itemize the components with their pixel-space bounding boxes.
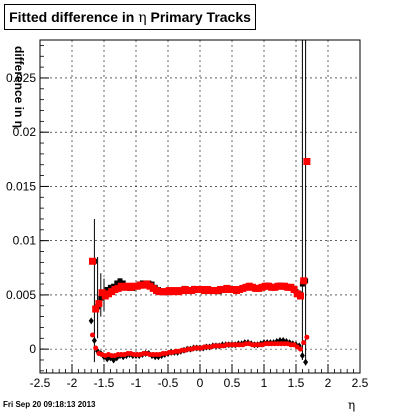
data-point-s0 [98, 295, 104, 301]
x-tick-label: -2.5 [30, 376, 51, 390]
y-tick-label: 0.015 [6, 179, 36, 193]
data-point-s1 [290, 285, 298, 293]
x-tick-label: 0 [197, 376, 204, 390]
data-point-s3 [301, 340, 307, 346]
x-tick-label: 1 [261, 376, 268, 390]
x-tick-label: 2.5 [352, 376, 369, 390]
x-tick-label: 1.5 [288, 376, 305, 390]
chart-title-box: Fitted difference in η Primary Tracks [4, 4, 256, 30]
data-point-s0 [104, 286, 110, 292]
y-tick-label: 0.02 [13, 125, 37, 139]
x-tick-label: -2 [67, 376, 78, 390]
x-tick-label: 0.5 [224, 376, 241, 390]
x-tick-label: -1 [131, 376, 142, 390]
data-point-s1 [303, 157, 311, 165]
y-tick-label: 0.025 [6, 71, 36, 85]
y-axis-label: difference in η [12, 46, 26, 128]
data-point-s2 [88, 317, 94, 325]
data-point-s1 [92, 305, 100, 313]
x-tick-label: -1.5 [94, 376, 115, 390]
data-point-s3 [93, 345, 99, 351]
data-point-s0 [114, 280, 120, 286]
data-point-s3 [304, 334, 310, 340]
data-point-s0 [117, 278, 123, 284]
y-tick-label: 0 [29, 342, 36, 356]
chart-title-symbol: η [138, 9, 147, 26]
data-point-s1 [300, 277, 308, 285]
grid-layer [39, 40, 361, 373]
data-point-s0 [107, 284, 113, 290]
x-tick-label: -0.5 [158, 376, 179, 390]
data-point-s3 [89, 332, 95, 338]
x-axis-label: η [348, 398, 356, 412]
data-point-s2 [91, 336, 97, 344]
chart-title-suffix: Primary Tracks [150, 8, 251, 25]
marker-layer [88, 157, 311, 366]
data-point-s2 [299, 352, 305, 360]
data-point-s3 [297, 346, 303, 352]
data-point-s2 [303, 358, 309, 366]
timestamp: Fri Sep 20 09:18:13 2013 [3, 400, 96, 409]
chart-title: Fitted difference in η Primary Tracks [9, 9, 251, 26]
data-point-s1 [296, 292, 304, 300]
data-point-s1 [88, 257, 96, 265]
y-tick-label: 0.01 [13, 234, 37, 248]
data-point-s1 [95, 300, 103, 308]
axis-layer: -2.5 -2 -1.5 -1 -0.5 0 0.5 1 1.5 2 2.5 0 0.005 0.01 0.… [6, 45, 369, 390]
x-tick-label: 2 [325, 376, 332, 390]
y-tick-label: 0.005 [6, 288, 36, 302]
chart-title-prefix: Fitted difference in [9, 8, 135, 25]
